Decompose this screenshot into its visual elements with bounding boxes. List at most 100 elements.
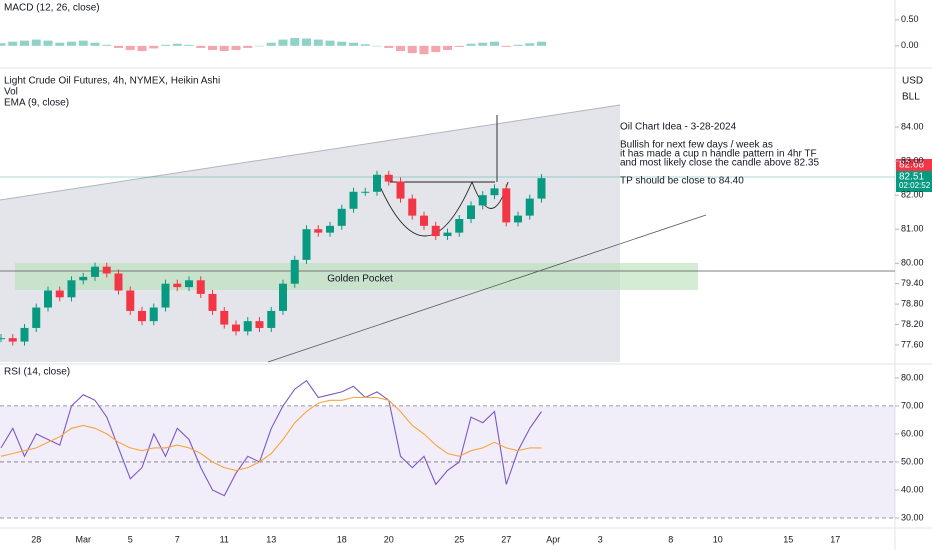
rsi-line xyxy=(0,379,542,497)
candle xyxy=(185,280,193,288)
y-tick-label: 70.00 xyxy=(901,400,924,410)
candle xyxy=(467,205,475,220)
x-tick-label: 11 xyxy=(220,534,229,544)
macd-bar xyxy=(184,44,194,46)
macd-bar xyxy=(196,45,206,48)
currency: USD xyxy=(902,76,923,87)
candle xyxy=(502,188,511,223)
candle xyxy=(537,178,546,199)
y-tick-label: 60.00 xyxy=(901,428,924,438)
note-line: TP should be close to 84.40 xyxy=(620,176,744,187)
candle xyxy=(267,310,276,328)
macd-bar xyxy=(325,40,335,46)
x-tick-label: 17 xyxy=(830,534,840,544)
macd-bar xyxy=(443,45,452,51)
macd-bar xyxy=(278,39,288,46)
note-line: Oil Chart Idea - 3-28-2024 xyxy=(620,122,737,133)
macd-bar xyxy=(102,44,112,46)
candle xyxy=(126,290,135,311)
candle xyxy=(138,310,146,322)
macd-bar xyxy=(90,42,100,46)
y-tick-label: 50.00 xyxy=(901,456,924,466)
macd-bar xyxy=(114,45,123,48)
candle xyxy=(290,259,299,284)
y-tick-label: 78.80 xyxy=(901,298,924,308)
x-tick-label: 8 xyxy=(668,534,673,544)
candle xyxy=(196,280,205,294)
candle xyxy=(20,327,29,342)
price-label: 82.68 xyxy=(899,160,924,171)
x-tick-label: 7 xyxy=(175,534,180,544)
macd-bar xyxy=(43,40,53,46)
macd-bar xyxy=(337,41,347,46)
macd-bar xyxy=(290,38,300,46)
candle xyxy=(431,225,440,237)
candle xyxy=(337,208,346,226)
candle xyxy=(44,290,52,308)
candle xyxy=(91,266,99,277)
y-tick-label: 82.00 xyxy=(901,190,924,200)
macd-bar xyxy=(407,45,417,54)
candle xyxy=(255,321,264,328)
y-tick-label: 81.00 xyxy=(901,224,924,234)
candle xyxy=(114,273,123,291)
zone-label: Golden Pocket xyxy=(327,274,393,285)
price-badge xyxy=(896,159,932,171)
macd-bar xyxy=(55,42,65,46)
macd-bar xyxy=(219,45,229,52)
candle xyxy=(302,229,311,260)
y-tick-label: 40.00 xyxy=(901,484,924,494)
candle xyxy=(8,338,17,342)
candle xyxy=(490,188,499,196)
scale-mode: BLL xyxy=(902,92,920,103)
macd-bar xyxy=(208,45,217,51)
macd-bar xyxy=(78,40,88,46)
candle xyxy=(67,280,76,298)
rsi-title: RSI (14, close) xyxy=(4,367,70,378)
legend: EMA (9, close) xyxy=(4,98,69,109)
countdown: 02:02:52 xyxy=(899,181,931,190)
x-tick-label: 3 xyxy=(598,534,603,544)
macd-bar xyxy=(372,45,382,47)
price-title: Light Crude Oil Futures, 4h, NYMEX, Heik… xyxy=(4,76,220,87)
candle xyxy=(232,324,240,332)
candle xyxy=(514,215,522,223)
candle xyxy=(55,290,64,298)
candle xyxy=(220,310,229,325)
x-tick-label: 18 xyxy=(337,534,347,544)
x-tick-label: 20 xyxy=(384,534,394,544)
macd-bar xyxy=(466,43,476,46)
macd-bar xyxy=(172,43,182,46)
candle xyxy=(478,195,487,206)
macd-bar xyxy=(243,45,253,48)
y-tick-label: 77.60 xyxy=(901,339,924,349)
candle xyxy=(102,266,111,274)
y-tick-label: 80.00 xyxy=(901,258,924,268)
macd-bar xyxy=(454,45,464,47)
candle xyxy=(279,283,287,311)
macd-bar xyxy=(31,39,41,46)
note-line: and most likely close the candle above 8… xyxy=(620,158,819,169)
wedge-line xyxy=(0,104,621,201)
candle xyxy=(384,174,393,182)
candle xyxy=(326,225,334,233)
macd-bar xyxy=(20,40,29,46)
macd-bar xyxy=(8,41,18,46)
macd-bar xyxy=(0,43,6,46)
x-tick-label: 28 xyxy=(31,534,41,544)
macd-bar xyxy=(478,42,488,46)
candle xyxy=(79,276,88,281)
macd-bar xyxy=(161,44,170,46)
note-line: it has made a cup n handle pattern in 4h… xyxy=(620,149,817,160)
candle xyxy=(408,198,417,216)
macd-bar xyxy=(513,44,523,46)
macd-bar xyxy=(149,45,159,49)
macd-bar xyxy=(313,39,323,46)
macd-bar xyxy=(349,42,358,46)
note-line: Bullish for next few days / week as xyxy=(620,140,773,151)
y-tick-label: 78.20 xyxy=(901,319,924,329)
macd-bar xyxy=(67,41,76,46)
x-tick-label: Mar xyxy=(76,534,92,544)
